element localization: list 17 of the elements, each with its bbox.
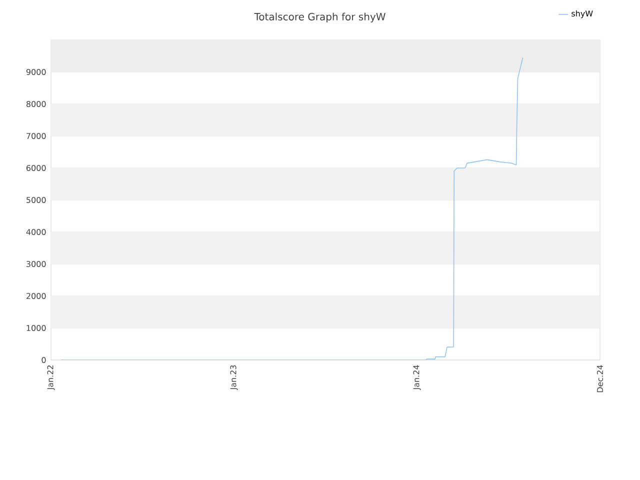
y-tick-label: 6000: [26, 164, 46, 172]
y-tick-label: 4000: [26, 228, 46, 236]
y-tick-label: 3000: [26, 260, 46, 268]
y-tick-label: 1000: [26, 324, 46, 332]
x-tick-label: Jan.24: [413, 365, 421, 390]
y-tick-label: 2000: [26, 292, 46, 300]
legend-label: shyW: [572, 10, 593, 18]
y-tick-label: 9000: [26, 68, 46, 76]
y-tick-label: 0: [42, 356, 46, 364]
chart-title: Totalscore Graph for shyW: [254, 12, 386, 22]
y-tick-label: 5000: [26, 196, 46, 204]
line-series: [60, 57, 524, 360]
x-tick-label: Jan.23: [230, 365, 238, 390]
y-tick-label: 7000: [26, 132, 46, 140]
y-tick-label: 8000: [26, 100, 46, 108]
x-tick-label: Jan.22: [47, 366, 55, 390]
x-tick-label: Dec.24: [596, 365, 604, 392]
